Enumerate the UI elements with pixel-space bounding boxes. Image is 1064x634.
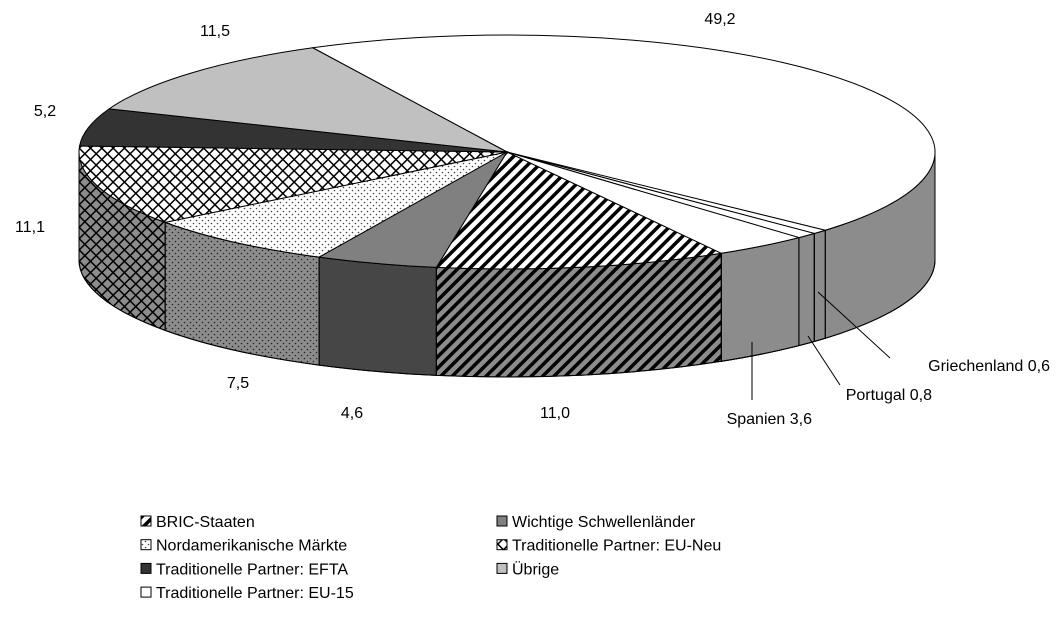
side-shade bbox=[318, 256, 437, 376]
slice bbox=[311, 34, 936, 254]
legend-label: Nordamerikanische Märkte bbox=[156, 538, 347, 555]
side-shade bbox=[720, 236, 800, 362]
side-shade bbox=[798, 232, 815, 347]
legend-label: Wichtige Schwellenländer bbox=[512, 514, 696, 531]
breakdown-label: Spanien 3,6 bbox=[727, 411, 813, 428]
breakdown-value: 0,8 bbox=[910, 387, 932, 404]
slice bbox=[163, 151, 508, 258]
slice bbox=[435, 151, 724, 270]
legend-swatch bbox=[496, 539, 508, 551]
legend-label: BRIC-Staaten bbox=[156, 514, 255, 531]
legend-label: Traditionelle Partner: EU-Neu bbox=[512, 538, 721, 555]
breakdown-name: Portugal bbox=[846, 387, 906, 404]
leader-line bbox=[807, 335, 841, 386]
value-label: 49,2 bbox=[704, 11, 735, 28]
slice bbox=[78, 145, 508, 223]
breakdown-value: 0,6 bbox=[1028, 358, 1050, 375]
value-label: 4,6 bbox=[341, 405, 363, 422]
value-label: 11,5 bbox=[200, 23, 230, 40]
legend-swatch bbox=[496, 562, 508, 574]
slice bbox=[78, 108, 508, 153]
legend-swatch bbox=[140, 586, 152, 598]
legend-label: Traditionelle Partner: EU-15 bbox=[156, 585, 354, 602]
leader-line bbox=[817, 291, 891, 359]
value-label: 11,0 bbox=[540, 405, 570, 422]
value-label: 7,5 bbox=[227, 375, 249, 392]
breakdown-label: Portugal 0,8 bbox=[846, 387, 932, 404]
side-shade bbox=[813, 229, 826, 343]
breakdown-label: Griechenland 0,6 bbox=[928, 358, 1050, 375]
side-shade bbox=[435, 252, 722, 378]
slice bbox=[107, 47, 508, 153]
legend-swatch bbox=[140, 562, 152, 574]
breakdown-name: Spanien bbox=[727, 411, 786, 428]
breakdown-value: 3,6 bbox=[790, 411, 812, 428]
breakdown-name: Griechenland bbox=[928, 358, 1023, 375]
legend-swatch bbox=[140, 539, 152, 551]
legend-label: Übrige bbox=[512, 560, 559, 578]
legend-label: Traditionelle Partner: EFTA bbox=[156, 561, 348, 578]
legend-swatch bbox=[140, 515, 152, 527]
value-label: 5,2 bbox=[34, 103, 56, 120]
breakdown-slice bbox=[506, 151, 801, 254]
value-label: 11,1 bbox=[15, 219, 45, 236]
legend-swatch bbox=[496, 515, 508, 527]
